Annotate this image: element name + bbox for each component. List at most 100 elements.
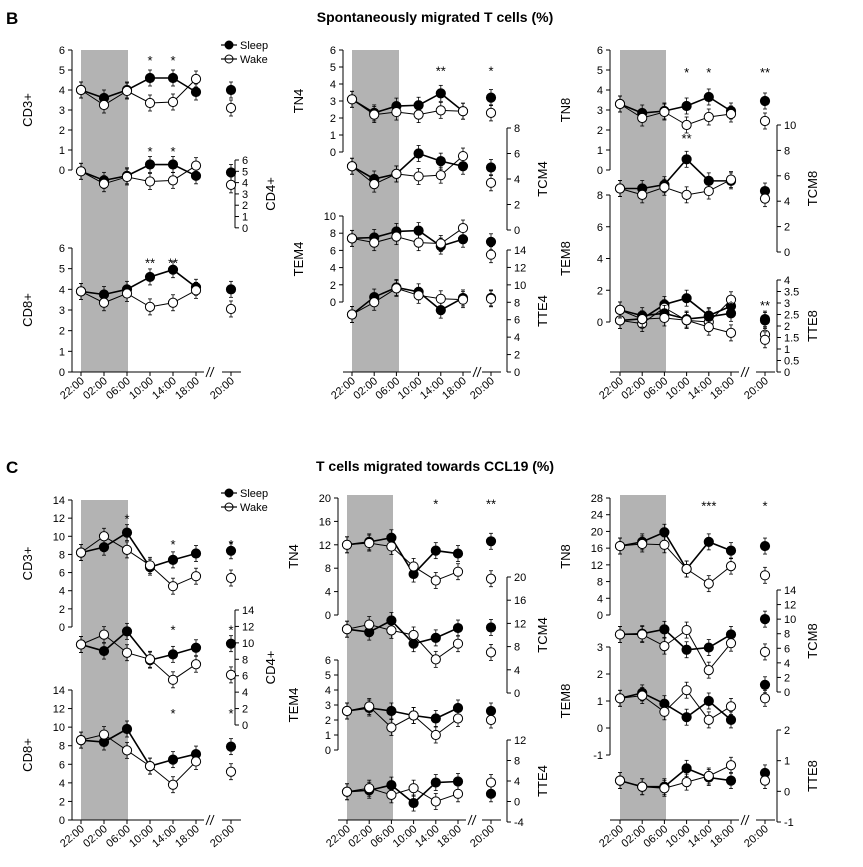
sleep-point [681,293,692,304]
sleep-point [759,614,771,625]
y-tick-label: 2 [784,222,790,234]
wake-point [703,578,714,589]
y-tick-label: 0 [330,147,336,159]
sleep-point [485,92,497,103]
y-tick-label: 3 [325,700,331,712]
y-tick-label: 2 [330,280,336,292]
wake-point [408,629,419,641]
y-axis-label: TEM4 [291,242,306,277]
y-tick-label: 2 [242,200,248,212]
y-tick-label: 8 [597,577,603,589]
wake-point [435,105,446,116]
wake-point [364,783,375,794]
significance-marker: ** [682,131,692,146]
y-tick-label: 2 [325,715,331,727]
wake-point [435,170,446,181]
y-tick-label: 8 [514,756,520,768]
y-tick-label: 12 [514,262,526,274]
y-axis-label: CD8+ [20,293,35,327]
sleep-point [435,88,446,99]
y-tick-label: 2 [59,125,65,137]
sleep-point [725,775,737,786]
wake-point [457,294,469,305]
significance-marker: * [228,706,233,721]
y-tick-label: 0 [325,610,331,622]
wake-point [430,654,441,665]
y-axis-label: TN4 [291,89,306,114]
night-shading [81,500,128,820]
sleep-point [681,154,692,165]
y-tick-label: 12 [242,621,254,633]
y-tick-label: -1 [784,817,794,829]
wake-point [98,99,110,111]
wake-point [364,619,375,630]
wake-point [408,561,419,572]
sleep-point [659,624,670,635]
section-title-c: T cells migrated towards CCL19 (%) [316,458,554,474]
wake-point [759,115,771,127]
night-shading [620,495,666,820]
wake-point [681,777,692,788]
x-tick-label: 10:00 [664,823,693,850]
x-tick-label: 14:00 [150,823,179,850]
wake-point [144,176,156,187]
x-tick-label: 06:00 [369,823,398,850]
wake-point [759,570,771,581]
axis-break-mark [205,814,211,826]
wake-point [430,729,441,741]
wake-point [167,297,179,308]
wake-point [681,189,692,200]
axis-break-mark [467,814,473,826]
y-tick-label: 4 [330,263,336,275]
x-tick-label: 10:00 [127,823,156,850]
x-tick-label: 14:00 [686,375,715,402]
x-tick-label: 02:00 [351,375,380,402]
wake-point [369,109,380,120]
wake-point [435,238,446,249]
significance-marker: ** [486,497,496,512]
wake-point [681,119,692,131]
y-tick-label: 3 [597,642,603,654]
y-tick-label: 3 [784,298,790,310]
y-tick-label: 0.5 [784,356,799,368]
y-tick-label: 1 [597,145,603,157]
wake-point [75,735,87,746]
y-tick-label: 6 [784,643,790,655]
significance-marker: *** [701,499,716,514]
sleep-point [430,632,441,644]
axis-break-mark [740,366,746,378]
wake-point [346,94,358,105]
sleep-point [225,545,237,556]
sleep-point [485,162,497,173]
x-tick-label: 22:00 [58,375,87,402]
sleep-point [121,723,133,735]
y-axis-label: CD3+ [20,93,35,127]
x-tick-label: 20:00 [208,375,237,402]
wake-point [364,537,375,549]
wake-point [121,544,133,555]
y-tick-label: 4 [242,178,248,190]
significance-marker: ** [436,64,446,79]
wake-point [386,789,397,800]
x-tick-label: 20:00 [742,375,771,402]
y-tick-label: 6 [514,315,520,327]
significance-marker: * [433,497,438,512]
wake-point [659,706,670,717]
y-tick-label: 8 [514,297,520,309]
wake-point [167,581,179,592]
x-tick-label: 18:00 [173,375,202,402]
y-axis-label: TCM8 [805,171,820,206]
wake-point [225,669,237,680]
y-tick-label: 20 [591,526,603,538]
sleep-point [703,536,714,547]
x-tick-label: 02:00 [81,823,110,850]
y-tick-label: 8 [784,145,790,157]
wake-point [386,625,397,636]
wake-point [167,96,179,108]
y-tick-label: 4 [330,79,336,91]
y-tick-label: 0 [59,165,65,177]
